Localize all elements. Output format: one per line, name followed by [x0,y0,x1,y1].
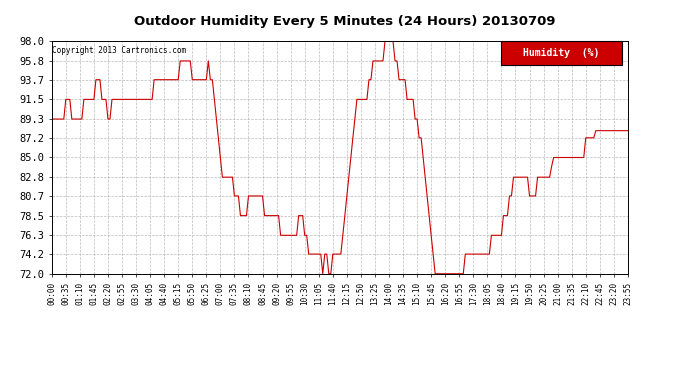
FancyBboxPatch shape [501,41,622,64]
Text: Outdoor Humidity Every 5 Minutes (24 Hours) 20130709: Outdoor Humidity Every 5 Minutes (24 Hou… [135,15,555,28]
Text: Copyright 2013 Cartronics.com: Copyright 2013 Cartronics.com [52,46,186,55]
Text: Humidity  (%): Humidity (%) [524,48,600,58]
